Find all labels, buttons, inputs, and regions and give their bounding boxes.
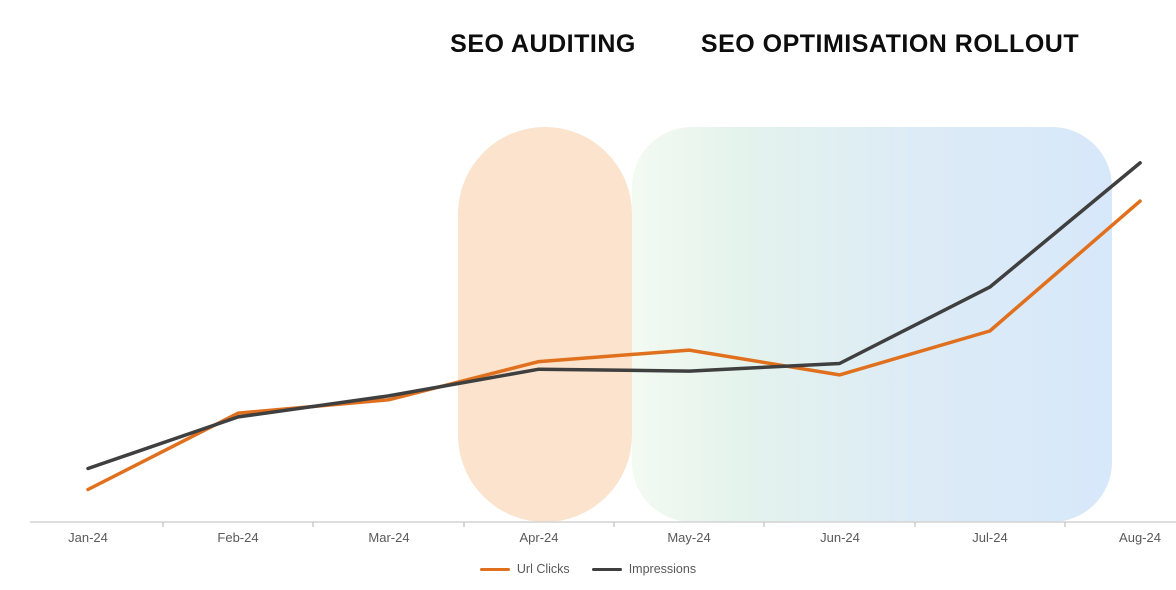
title-seo-optimisation-rollout: SEO OPTIMISATION ROLLOUT: [700, 30, 1080, 58]
x-label-feb-24: Feb-24: [217, 530, 259, 545]
x-label-jun-24: Jun-24: [820, 530, 860, 545]
x-label-aug-24: Aug-24: [1119, 530, 1161, 545]
legend-item-impressions: Impressions: [591, 562, 697, 576]
x-axis-ticks: [162, 522, 1066, 527]
series-line-impressions: [86, 161, 1142, 471]
x-label-may-24: May-24: [667, 530, 711, 545]
url-clicks-line-swatch-icon: [479, 567, 510, 571]
x-label-jul-24: Jul-24: [972, 530, 1008, 545]
title-seo-auditing: SEO AUDITING: [450, 30, 636, 58]
legend-label-url-clicks: Url Clicks: [516, 562, 570, 576]
x-label-apr-24: Apr-24: [519, 530, 559, 545]
impressions-line-swatch-icon: [591, 567, 622, 571]
series-line-url-clicks: [86, 199, 1142, 492]
x-label-jan-24: Jan-24: [68, 530, 108, 545]
legend-item-url-clicks: Url Clicks: [479, 562, 570, 576]
chart-legend: Url Clicks Impressions: [0, 562, 1176, 576]
x-label-mar-24: Mar-24: [368, 530, 410, 545]
highlight-region-seo-optimisation-rollout: [632, 127, 1112, 522]
highlight-region-seo-auditing: [458, 127, 632, 522]
legend-label-impressions: Impressions: [628, 562, 697, 576]
